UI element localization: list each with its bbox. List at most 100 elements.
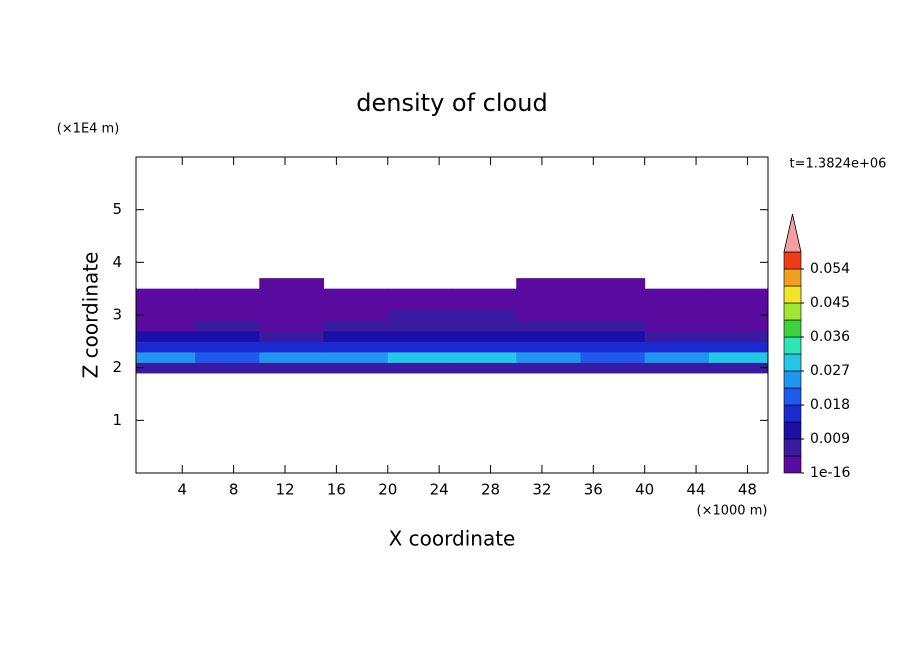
x-tick-label: 24 [430,481,449,499]
contour-cell [452,341,517,353]
contour-cell [259,299,325,311]
contour-cell [452,309,517,321]
contour-cell [323,341,389,353]
colorbar-swatch [783,336,802,355]
contour-cell [387,362,453,374]
contour-cell [516,341,581,353]
contour-cell [259,320,325,332]
contour-cell [580,341,646,353]
contour-cell [136,341,196,353]
colorbar-over [783,213,802,253]
y-tick-label: 1 [112,411,122,429]
contour-cell [708,330,768,342]
contour-cell [516,320,581,332]
contour-cell [516,288,581,300]
x-tick-label: 12 [275,481,294,499]
contour-cell [708,341,768,353]
contour-cell [323,309,389,321]
contour-cell [195,309,260,321]
colorbar-swatch [783,438,802,457]
contour-cell [136,351,196,363]
contour-cell [644,351,710,363]
contour-cell [580,288,646,300]
colorbar-label: 0.018 [810,397,850,413]
colorbar-swatch [783,268,802,287]
contour-cell [387,288,453,300]
x-tick-label: 32 [532,481,551,499]
contour-cell [136,362,196,374]
contour-cell [452,299,517,311]
contour-cell [452,351,517,363]
y-tick-label: 2 [112,358,122,376]
x-tick-label: 28 [481,481,500,499]
contour-cell [387,320,453,332]
contour-cell [708,362,768,374]
contour-cell [580,299,646,311]
contour-cell [323,362,389,374]
contour-cell [644,362,710,374]
x-tick-label: 20 [378,481,397,499]
contour-cell [644,288,710,300]
colorbar-label: 0.054 [810,261,850,277]
contour-cell [195,341,260,353]
contour-cell [259,362,325,374]
contour-cell [323,330,389,342]
contour-cell [580,351,646,363]
contour-cell [580,330,646,342]
contour-cell [708,299,768,311]
contour-cell [387,341,453,353]
contour-cell [516,309,581,321]
colorbar-swatch [783,421,802,440]
contour-cell [323,320,389,332]
colorbar-swatch [783,387,802,406]
contour-cell [323,299,389,311]
contour-cell [195,288,260,300]
x-tick-label: 8 [229,481,239,499]
contour-cell [136,299,196,311]
contour-cell [323,351,389,363]
x-tick-label: 4 [177,481,187,499]
contour-cell [516,299,581,311]
contour-cell [516,362,581,374]
y-tick-label: 4 [112,253,122,271]
colorbar-swatch [783,404,802,423]
contour-cell [136,288,196,300]
x-tick-label: 44 [687,481,706,499]
contour-cell [516,351,581,363]
x-tick-label: 36 [584,481,603,499]
contour-cell [136,320,196,332]
colorbar-swatch [783,285,802,304]
colorbar-swatch [783,370,802,389]
contour-cell [708,309,768,321]
contour-cell [708,351,768,363]
contour-cell [516,278,581,290]
contour-cell [452,288,517,300]
colorbar-label: 0.009 [810,431,850,447]
y-tick-label: 5 [112,200,122,218]
contour-cell [516,330,581,342]
x-tick-label: 48 [738,481,757,499]
contour-cell [580,320,646,332]
contour-cell [452,330,517,342]
contour-cell [644,341,710,353]
contour-cell [195,320,260,332]
y-unit: (×1E4 m) [57,122,120,137]
contour-cell [708,320,768,332]
contour-cell [195,299,260,311]
contour-cell [452,320,517,332]
colorbar-label: 0.036 [810,329,850,345]
contour-cell [644,299,710,311]
x-tick-label: 40 [635,481,654,499]
contour-cell [644,330,710,342]
x-axis-label: X coordinate [389,527,516,551]
time-label: t=1.3824e+06 [790,157,887,172]
contour-cell [136,309,196,321]
contour-cell [708,288,768,300]
chart-title: density of cloud [356,89,547,117]
contour-cell [580,278,646,290]
colorbar-swatch [783,455,802,474]
contour-cell [580,362,646,374]
contour-cell [644,309,710,321]
y-tick-label: 3 [112,306,122,324]
